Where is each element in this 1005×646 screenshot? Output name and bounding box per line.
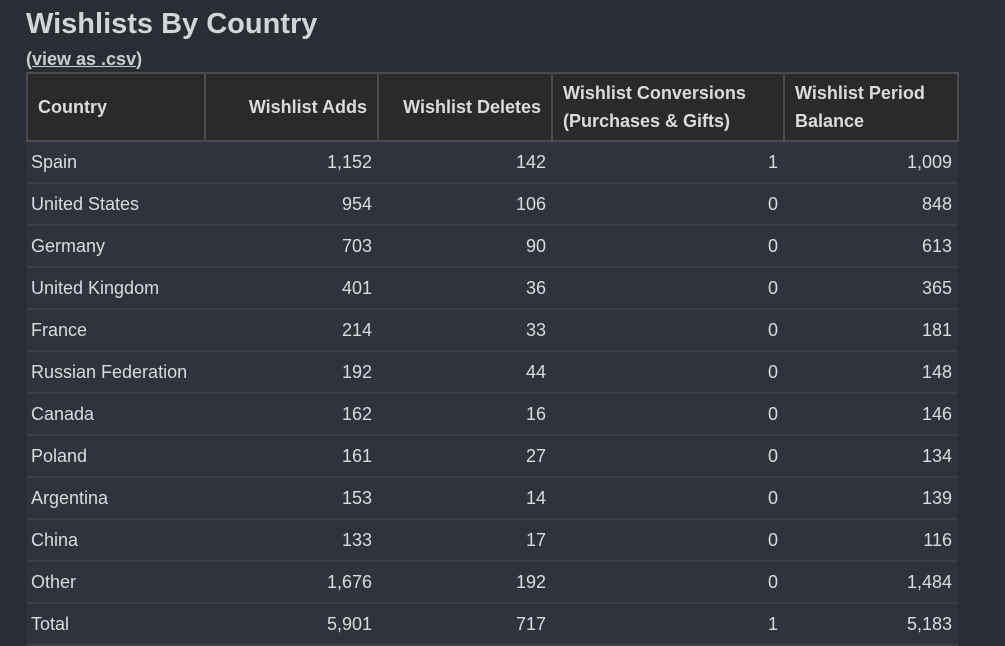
column-header: Wishlist Conversions (Purchases & Gifts) xyxy=(551,72,785,142)
table-head: Country Wishlist Adds Wishlist Deletes Wish… xyxy=(26,72,959,142)
column-header: Wishlist Adds xyxy=(204,72,379,142)
number-cell: 1,484 xyxy=(784,561,958,604)
number-cell: 36 xyxy=(378,267,552,310)
table-row: Russian Federation 192 44 0 148 xyxy=(27,351,958,394)
number-cell: 613 xyxy=(784,225,958,268)
number-cell: 1 xyxy=(552,603,784,646)
content: Wishlists By Country (view as .csv) Coun… xyxy=(26,0,959,646)
number-cell: 17 xyxy=(378,519,552,562)
number-cell: 0 xyxy=(552,393,784,436)
number-cell: 0 xyxy=(552,225,784,268)
wishlist-table: Country Wishlist Adds Wishlist Deletes Wish… xyxy=(26,72,959,646)
number-cell: 717 xyxy=(378,603,552,646)
number-cell: 365 xyxy=(784,267,958,310)
country-cell: Other xyxy=(27,561,205,604)
number-cell: 44 xyxy=(378,351,552,394)
page-title: Wishlists By Country xyxy=(26,8,318,40)
column-header: Wishlist Deletes xyxy=(377,72,553,142)
table-row: Spain 1,152 142 1 1,009 xyxy=(27,141,958,184)
number-cell: 0 xyxy=(552,519,784,562)
number-cell: 1,152 xyxy=(205,141,378,184)
table-row: United States 954 106 0 848 xyxy=(27,183,958,226)
number-cell: 33 xyxy=(378,309,552,352)
number-cell: 134 xyxy=(784,435,958,478)
table-row: Canada 162 16 0 146 xyxy=(27,393,958,436)
table-row: United Kingdom 401 36 0 365 xyxy=(27,267,958,310)
number-cell: 954 xyxy=(205,183,378,226)
country-cell: United Kingdom xyxy=(27,267,205,310)
paren: ( xyxy=(26,49,32,69)
country-cell: Canada xyxy=(27,393,205,436)
csv-line: (view as .csv) xyxy=(26,48,957,72)
number-cell: 139 xyxy=(784,477,958,520)
number-cell: 161 xyxy=(205,435,378,478)
number-cell: 16 xyxy=(378,393,552,436)
column-header: Wishlist Period Balance xyxy=(783,72,959,142)
number-cell: 0 xyxy=(552,309,784,352)
column-header: Country xyxy=(26,72,206,142)
csv-link[interactable]: view as .csv xyxy=(32,49,137,69)
number-cell: 848 xyxy=(784,183,958,226)
number-cell: 703 xyxy=(205,225,378,268)
number-cell: 0 xyxy=(552,477,784,520)
country-cell: Germany xyxy=(27,225,205,268)
number-cell: 14 xyxy=(378,477,552,520)
country-cell: Argentina xyxy=(27,477,205,520)
number-cell: 5,183 xyxy=(784,603,958,646)
country-cell: China xyxy=(27,519,205,562)
number-cell: 0 xyxy=(552,267,784,310)
table-row: Other 1,676 192 0 1,484 xyxy=(27,561,958,604)
country-cell: France xyxy=(27,309,205,352)
number-cell: 5,901 xyxy=(205,603,378,646)
number-cell: 27 xyxy=(378,435,552,478)
table-row: Poland 161 27 0 134 xyxy=(27,435,958,478)
table-row: France 214 33 0 181 xyxy=(27,309,958,352)
number-cell: 0 xyxy=(552,351,784,394)
number-cell: 146 xyxy=(784,393,958,436)
number-cell: 0 xyxy=(552,561,784,604)
number-cell: 142 xyxy=(378,141,552,184)
number-cell: 401 xyxy=(205,267,378,310)
number-cell: 0 xyxy=(552,183,784,226)
number-cell: 148 xyxy=(784,351,958,394)
number-cell: 181 xyxy=(784,309,958,352)
header-row: Country Wishlist Adds Wishlist Deletes Wish… xyxy=(26,72,959,142)
number-cell: 1,009 xyxy=(784,141,958,184)
country-cell: Russian Federation xyxy=(27,351,205,394)
number-cell: 106 xyxy=(378,183,552,226)
number-cell: 162 xyxy=(205,393,378,436)
table-row: Total 5,901 717 1 5,183 xyxy=(27,603,958,646)
number-cell: 214 xyxy=(205,309,378,352)
number-cell: 1 xyxy=(552,141,784,184)
table-row: China 133 17 0 116 xyxy=(27,519,958,562)
country-cell: United States xyxy=(27,183,205,226)
number-cell: 192 xyxy=(378,561,552,604)
number-cell: 153 xyxy=(205,477,378,520)
number-cell: 192 xyxy=(205,351,378,394)
country-cell: Poland xyxy=(27,435,205,478)
table-body: Spain 1,152 142 1 1,009 United States 954 106 0 8… xyxy=(27,141,958,646)
number-cell: 90 xyxy=(378,225,552,268)
number-cell: 133 xyxy=(205,519,378,562)
table-row: Germany 703 90 0 613 xyxy=(27,225,958,268)
number-cell: 1,676 xyxy=(205,561,378,604)
number-cell: 116 xyxy=(784,519,958,562)
country-cell: Spain xyxy=(27,141,205,184)
country-cell: Total xyxy=(27,603,205,646)
table-row: Argentina 153 14 0 139 xyxy=(27,477,958,520)
number-cell: 0 xyxy=(552,435,784,478)
paren: ) xyxy=(136,49,143,69)
